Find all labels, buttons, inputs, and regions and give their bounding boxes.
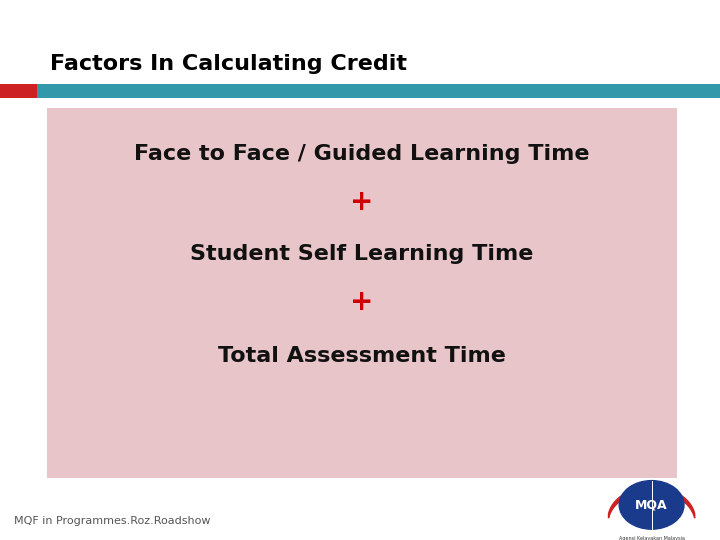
Text: +: + bbox=[350, 288, 374, 316]
Bar bbox=[0, 84, 37, 98]
Text: MQA: MQA bbox=[635, 498, 668, 511]
Text: +: + bbox=[350, 188, 374, 217]
Text: Student Self Learning Time: Student Self Learning Time bbox=[190, 244, 534, 264]
Text: MQF in Programmes.Roz.Roadshow: MQF in Programmes.Roz.Roadshow bbox=[14, 516, 211, 526]
Text: Total Assessment Time: Total Assessment Time bbox=[218, 346, 505, 367]
Text: Agensi Kelayakan Malaysia: Agensi Kelayakan Malaysia bbox=[618, 536, 685, 540]
Circle shape bbox=[619, 481, 684, 529]
Bar bbox=[37, 84, 720, 98]
Polygon shape bbox=[608, 487, 695, 518]
Text: Factors In Calculating Credit: Factors In Calculating Credit bbox=[50, 54, 408, 74]
Bar bbox=[47, 108, 677, 478]
Text: Face to Face / Guided Learning Time: Face to Face / Guided Learning Time bbox=[134, 144, 590, 164]
